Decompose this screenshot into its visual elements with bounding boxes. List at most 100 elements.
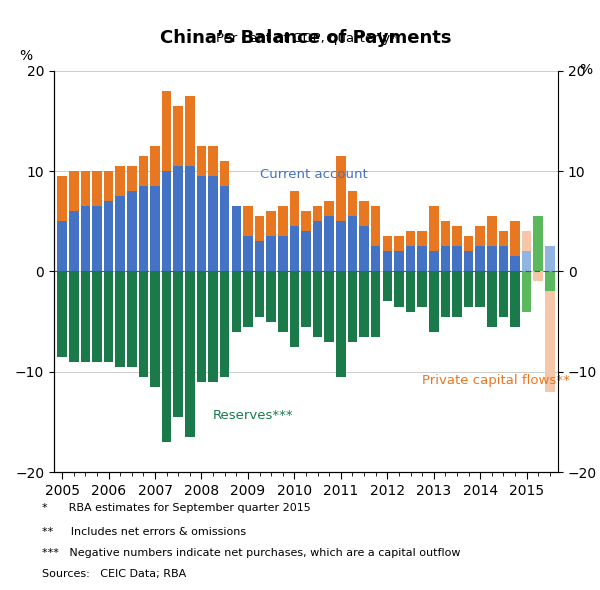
Bar	[266, 271, 276, 322]
Bar	[487, 217, 497, 247]
Bar	[92, 271, 102, 362]
Bar	[104, 201, 113, 271]
Bar	[418, 271, 427, 307]
Bar	[162, 91, 172, 171]
Bar	[418, 231, 427, 247]
Text: Reserves***: Reserves***	[213, 409, 294, 422]
Bar	[173, 271, 183, 417]
Bar	[80, 206, 90, 271]
Bar	[325, 271, 334, 342]
Bar	[499, 247, 508, 271]
Text: ***   Negative numbers indicate net purchases, which are a capital outflow: *** Negative numbers indicate net purcha…	[42, 548, 461, 558]
Bar	[278, 271, 287, 332]
Bar	[313, 206, 322, 221]
Bar	[499, 271, 508, 316]
Bar	[545, 271, 554, 392]
Bar	[429, 271, 439, 332]
Bar	[359, 201, 369, 226]
Bar	[487, 271, 497, 287]
Bar	[139, 186, 148, 271]
Bar	[243, 271, 253, 327]
Bar	[394, 236, 404, 251]
Bar	[487, 247, 497, 271]
Bar	[533, 271, 543, 281]
Bar	[208, 176, 218, 271]
Bar	[185, 96, 194, 166]
Bar	[255, 241, 265, 271]
Bar	[127, 166, 137, 191]
Bar	[197, 271, 206, 382]
Bar	[510, 256, 520, 271]
Bar	[440, 247, 450, 271]
Bar	[533, 216, 543, 271]
Bar	[80, 271, 90, 362]
Bar	[232, 271, 241, 332]
Bar	[139, 156, 148, 186]
Bar	[522, 251, 532, 271]
Bar	[325, 216, 334, 271]
Bar	[290, 271, 299, 347]
Bar	[533, 226, 543, 251]
Bar	[80, 171, 90, 206]
Text: *      RBA estimates for September quarter 2015: * RBA estimates for September quarter 20…	[42, 503, 311, 513]
Bar	[150, 271, 160, 387]
Bar	[452, 271, 462, 276]
Bar	[371, 271, 380, 336]
Bar	[255, 271, 265, 316]
Bar	[173, 106, 183, 166]
Bar	[290, 191, 299, 226]
Text: **     Includes net errors & omissions: ** Includes net errors & omissions	[42, 527, 246, 537]
Bar	[499, 231, 508, 247]
Bar	[347, 216, 357, 271]
Bar	[429, 206, 439, 251]
Bar	[545, 247, 554, 271]
Bar	[115, 271, 125, 366]
Bar	[371, 206, 380, 247]
Bar	[185, 271, 194, 437]
Bar	[220, 271, 229, 376]
Bar	[208, 146, 218, 176]
Bar	[104, 271, 113, 362]
Bar	[58, 176, 67, 221]
Bar	[394, 271, 404, 307]
Bar	[301, 271, 311, 327]
Bar	[139, 271, 148, 376]
Bar	[452, 226, 462, 247]
Bar	[127, 271, 137, 366]
Bar	[243, 236, 253, 271]
Bar	[406, 231, 415, 247]
Bar	[522, 271, 532, 276]
Bar	[383, 271, 392, 301]
Bar	[464, 236, 473, 251]
Bar	[301, 211, 311, 231]
Bar	[92, 206, 102, 271]
Bar	[464, 251, 473, 271]
Bar	[336, 271, 346, 376]
Y-axis label: %: %	[20, 49, 33, 63]
Bar	[383, 236, 392, 251]
Bar	[371, 247, 380, 271]
Bar	[232, 271, 241, 281]
Bar	[313, 271, 322, 336]
Bar	[429, 251, 439, 271]
Bar	[359, 226, 369, 271]
Text: Private capital flows**: Private capital flows**	[422, 373, 570, 387]
Bar	[475, 226, 485, 247]
Bar	[383, 251, 392, 271]
Bar	[452, 271, 462, 316]
Bar	[278, 236, 287, 271]
Bar	[162, 271, 172, 442]
Bar	[347, 271, 357, 342]
Bar	[220, 161, 229, 186]
Bar	[464, 271, 473, 307]
Bar	[301, 231, 311, 271]
Bar	[522, 271, 532, 312]
Bar	[522, 231, 532, 251]
Text: Per cent of GDP, quarterly*: Per cent of GDP, quarterly*	[215, 32, 397, 45]
Bar	[115, 166, 125, 196]
Bar	[347, 191, 357, 216]
Bar	[232, 206, 241, 271]
Bar	[197, 176, 206, 271]
Bar	[58, 221, 67, 271]
Bar	[173, 166, 183, 271]
